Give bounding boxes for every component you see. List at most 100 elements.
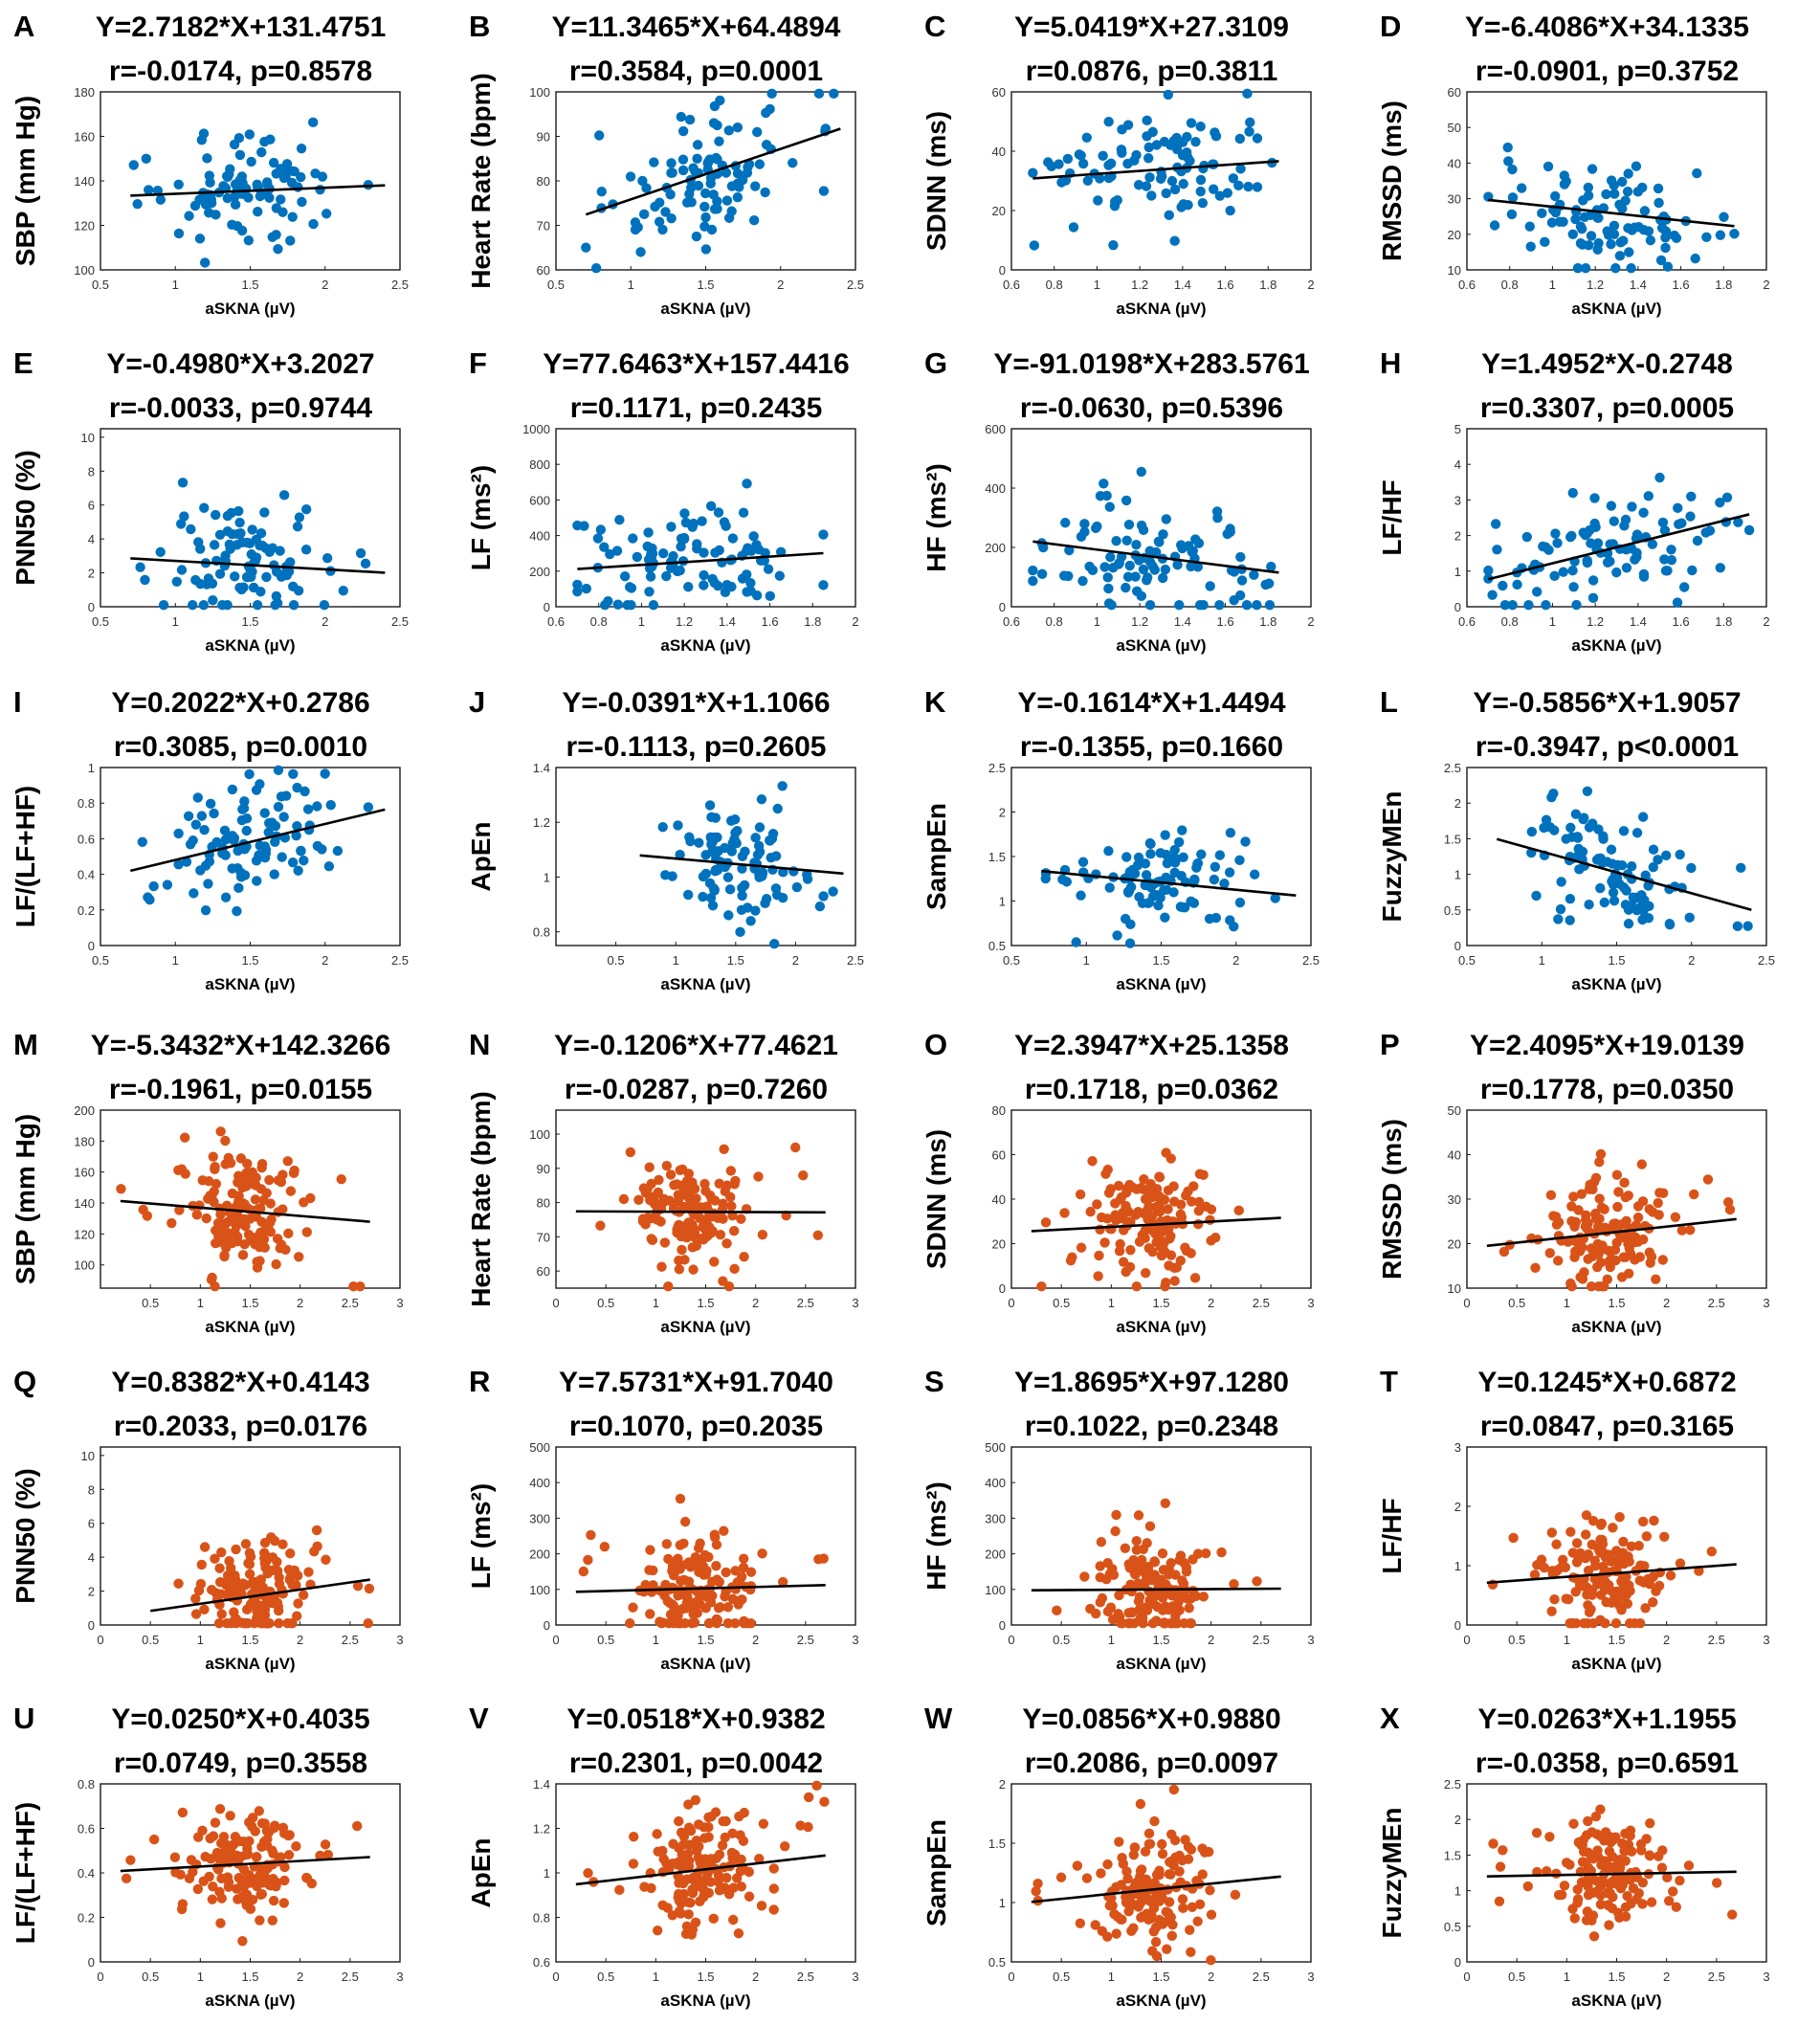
data-point (211, 836, 222, 848)
data-point (1684, 912, 1695, 924)
y-axis-label: SampEn (921, 1819, 951, 1926)
y-tick-label: 40 (992, 145, 1006, 159)
x-axis-label: aSKNA (µV) (1116, 1318, 1206, 1336)
data-point (724, 884, 736, 895)
x-tick-label: 0.5 (1508, 1970, 1525, 1984)
data-point (1636, 901, 1648, 911)
data-point (292, 821, 302, 832)
data-point (632, 551, 643, 563)
data-point (1646, 1897, 1657, 1907)
data-point (1150, 1202, 1162, 1213)
data-point (233, 528, 243, 540)
data-point (251, 552, 262, 563)
data-point (1583, 1565, 1594, 1576)
data-point (677, 1182, 689, 1192)
data-point (1190, 1591, 1202, 1602)
data-point (1121, 495, 1132, 506)
data-point (1553, 1889, 1565, 1901)
data-point (250, 1205, 260, 1215)
data-point (1598, 1856, 1609, 1866)
y-tick-label: 1.4 (533, 761, 550, 775)
data-point (237, 177, 248, 189)
data-point (657, 821, 668, 833)
data-point (237, 1936, 248, 1947)
equation-title: Y=-0.4980*X+3.2027 (106, 348, 374, 380)
data-point (1031, 1885, 1041, 1897)
data-point (1131, 1280, 1143, 1292)
data-point (1192, 1548, 1204, 1559)
data-point (1733, 517, 1743, 527)
data-point (1556, 877, 1566, 887)
data-point (682, 1597, 693, 1608)
data-point (1142, 575, 1152, 586)
data-point (1631, 828, 1643, 838)
data-point (1129, 155, 1140, 167)
x-tick-label: 0.6 (1003, 614, 1020, 629)
x-tick-label: 0 (1463, 1633, 1470, 1647)
data-point (1694, 1566, 1704, 1576)
equation-title: Y=0.2022*X+0.2786 (111, 687, 369, 719)
data-point (262, 1862, 273, 1874)
data-point (1143, 1191, 1154, 1201)
data-point (1133, 1510, 1144, 1521)
data-point (237, 1250, 249, 1260)
data-point (1137, 1230, 1147, 1240)
data-point (323, 860, 335, 872)
y-tick-label: 10 (81, 431, 95, 445)
data-point (1648, 1596, 1658, 1608)
data-point (1145, 1224, 1157, 1236)
data-point (310, 168, 321, 179)
data-point (1593, 1249, 1604, 1259)
data-point (1606, 501, 1617, 511)
data-point (707, 1591, 718, 1601)
data-point (1188, 898, 1200, 908)
data-point (1666, 554, 1677, 566)
data-point (1140, 1846, 1151, 1857)
data-point (216, 1219, 228, 1230)
data-point (678, 1574, 689, 1586)
data-point (719, 517, 730, 527)
x-tick-label: 2 (1208, 1296, 1214, 1310)
data-point (1040, 1217, 1052, 1228)
data-point (1158, 529, 1168, 540)
data-point (1637, 182, 1648, 193)
data-point (255, 587, 266, 597)
x-tick-label: 2.5 (1708, 1296, 1725, 1310)
data-point (181, 857, 192, 867)
data-point (1208, 184, 1219, 194)
data-point (272, 1556, 282, 1568)
y-tick-label: 180 (74, 85, 95, 100)
data-point (1224, 867, 1235, 878)
x-tick-label: 0.5 (142, 1296, 159, 1310)
data-point (1093, 195, 1103, 206)
x-axis-label: aSKNA (µV) (1571, 636, 1661, 655)
y-tick-label: 100 (529, 1127, 550, 1142)
x-tick-label: 2.5 (797, 1296, 814, 1310)
data-point (599, 542, 610, 552)
x-tick-label: 0.6 (1458, 614, 1476, 629)
data-point (594, 130, 605, 141)
data-point (1099, 562, 1110, 572)
data-point (1124, 938, 1136, 948)
data-point (686, 182, 697, 193)
data-point (1559, 1881, 1570, 1891)
data-point (661, 1539, 672, 1549)
y-tick-label: 0 (544, 1618, 550, 1633)
x-tick-label: 2 (322, 953, 328, 968)
data-point (1692, 167, 1702, 179)
data-point (1639, 206, 1651, 216)
data-point (673, 1190, 684, 1200)
data-point (639, 1881, 650, 1892)
data-point (1621, 545, 1631, 555)
data-point (352, 1581, 364, 1592)
data-point (692, 153, 702, 165)
x-axis-label: aSKNA (µV) (660, 636, 750, 655)
data-point (1605, 539, 1615, 549)
data-point (1587, 575, 1599, 586)
data-point (1568, 1191, 1579, 1202)
x-tick-label: 1.5 (697, 278, 714, 292)
x-tick-label: 2 (1663, 1633, 1670, 1647)
data-point (209, 1196, 219, 1208)
regression-line (1041, 869, 1297, 898)
data-point (1576, 223, 1587, 234)
